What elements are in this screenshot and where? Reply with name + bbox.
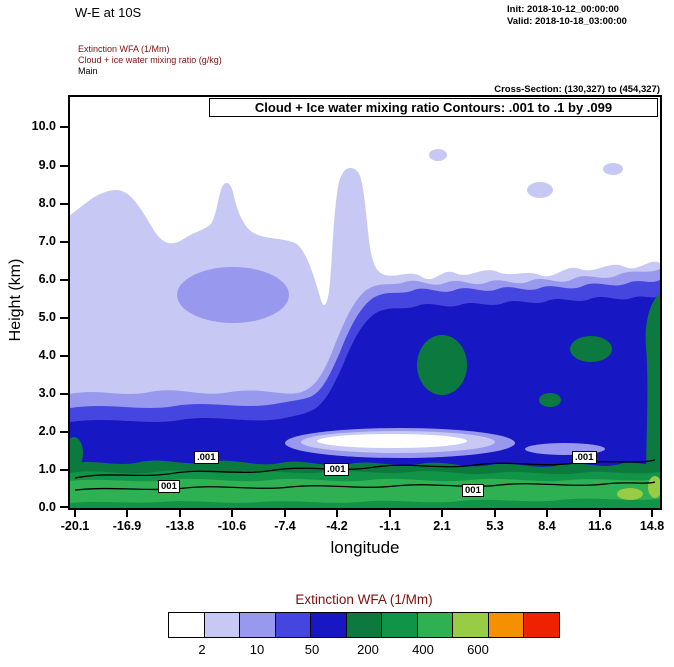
cross-section-plot: Cloud + Ice water mixing ratio Contours:… xyxy=(65,95,662,510)
y-tick-label: 1.0 xyxy=(38,462,56,476)
y-tick-mark xyxy=(60,279,68,281)
y-tick-mark xyxy=(60,317,68,319)
left-edge-green-bump xyxy=(65,437,83,469)
colorbar-tick-label: 200 xyxy=(357,642,379,657)
dark-green-core xyxy=(570,336,612,362)
x-tick-mark xyxy=(599,510,601,517)
colorbar-swatch xyxy=(168,612,205,638)
colorbar-swatch xyxy=(381,612,418,638)
colorbar-swatch xyxy=(523,612,561,638)
dark-green-core xyxy=(539,393,561,407)
colorbar-tick-label: 600 xyxy=(467,642,489,657)
colorbar-swatch xyxy=(345,612,383,638)
x-tick-mark xyxy=(546,510,548,517)
x-tick-label: -7.4 xyxy=(274,519,296,533)
dark-green-core xyxy=(417,335,467,395)
colorbar-title: Extinction WFA (1/Mm) xyxy=(295,592,433,607)
cloud-contour-line-lower xyxy=(74,481,656,491)
x-tick-mark xyxy=(126,510,128,517)
x-tick-mark xyxy=(494,510,496,517)
y-tick-label: 3.0 xyxy=(38,386,56,400)
contour-field-svg xyxy=(65,97,662,508)
x-tick-label: -4.2 xyxy=(326,519,348,533)
colorbar-swatch xyxy=(416,612,454,638)
y-tick-mark xyxy=(60,241,68,243)
contour-value-label: .001 xyxy=(324,463,349,476)
x-tick-mark xyxy=(231,510,233,517)
y-tick-mark xyxy=(60,126,68,128)
x-tick-mark xyxy=(389,510,391,517)
x-tick-label: 2.1 xyxy=(433,519,451,533)
periwinkle-blob xyxy=(177,267,289,323)
colorbar-tick-label: 50 xyxy=(304,642,320,657)
colorbar-swatch xyxy=(203,612,241,638)
lavender-island xyxy=(527,182,553,198)
x-tick-label: -16.9 xyxy=(112,519,142,533)
contour-value-label: .001 xyxy=(194,451,219,464)
colorbar-swatch xyxy=(310,612,347,638)
lens-white xyxy=(317,434,467,448)
x-tick-mark xyxy=(179,510,181,517)
colorbar-swatch xyxy=(274,612,312,638)
x-tick-label: -1.1 xyxy=(379,519,401,533)
colorbar-swatch xyxy=(487,612,525,638)
init-time: Init: 2018-10-12_00:00:00 xyxy=(507,4,619,15)
colorbar-tick-label: 400 xyxy=(412,642,434,657)
x-tick-label: -13.8 xyxy=(165,519,195,533)
x-tick-label: 11.6 xyxy=(588,519,612,533)
x-tick-mark xyxy=(284,510,286,517)
x-tick-label: 8.4 xyxy=(538,519,556,533)
y-tick-mark xyxy=(60,431,68,433)
field-extinction: Extinction WFA (1/Mm) xyxy=(78,44,170,54)
y-tick-mark xyxy=(60,506,68,508)
y-tick-label: 6.0 xyxy=(38,272,56,286)
y-tick-mark xyxy=(60,165,68,167)
contour-fill-bright-green-band xyxy=(70,478,660,503)
lavender-island xyxy=(429,149,447,161)
x-tick-mark xyxy=(441,510,443,517)
y-tick-label: 7.0 xyxy=(38,234,56,248)
x-tick-mark xyxy=(74,510,76,517)
y-tick-label: 10.0 xyxy=(31,119,56,133)
yellow-green-patch xyxy=(648,476,662,498)
colorbar-swatch xyxy=(239,612,276,638)
x-tick-label: -20.1 xyxy=(60,519,90,533)
y-tick-mark xyxy=(60,355,68,357)
x-tick-label: -10.6 xyxy=(217,519,247,533)
lavender-island xyxy=(603,163,623,175)
y-tick-mark xyxy=(60,203,68,205)
colorbar-tick-label: 10 xyxy=(249,642,265,657)
y-tick-label: 2.0 xyxy=(38,424,56,438)
right-edge-green-column xyxy=(645,293,660,508)
colorbar-tick-label: 2 xyxy=(198,642,206,657)
y-tick-label: 5.0 xyxy=(38,310,56,324)
page-title: W-E at 10S xyxy=(75,5,142,20)
x-tick-mark xyxy=(336,510,338,517)
y-tick-label: 9.0 xyxy=(38,158,56,172)
contour-value-label: .001 xyxy=(572,451,597,464)
run-times: Init: 2018-10-12_00:00:00 Valid: 2018-10… xyxy=(507,4,627,28)
y-tick-label: 0.0 xyxy=(38,500,56,514)
x-axis-title: longitude xyxy=(330,538,400,557)
yellow-green-patch xyxy=(617,488,643,500)
contour-value-label: 001 xyxy=(158,480,180,493)
x-tick-label: 5.3 xyxy=(486,519,504,533)
field-main: Main xyxy=(78,66,98,76)
field-cloud-ice: Cloud + ice water mixing ratio (g/kg) xyxy=(78,55,222,65)
y-tick-mark xyxy=(60,393,68,395)
y-tick-label: 4.0 xyxy=(38,348,56,362)
colorbar xyxy=(168,612,561,638)
colorbar-swatch xyxy=(452,612,489,638)
y-tick-mark xyxy=(60,469,68,471)
cross-section-label: Cross-Section: (130,327) to (454,327) xyxy=(494,84,660,95)
field-list: Extinction WFA (1/Mm) Cloud + ice water … xyxy=(78,44,222,77)
x-tick-label: 14.8 xyxy=(639,519,665,533)
contour-note: Cloud + Ice water mixing ratio Contours:… xyxy=(209,98,658,117)
valid-time: Valid: 2018-10-18_03:00:00 xyxy=(507,16,627,27)
x-tick-mark xyxy=(651,510,653,517)
y-tick-label: 8.0 xyxy=(38,196,56,210)
contour-value-label: 001 xyxy=(462,484,484,497)
